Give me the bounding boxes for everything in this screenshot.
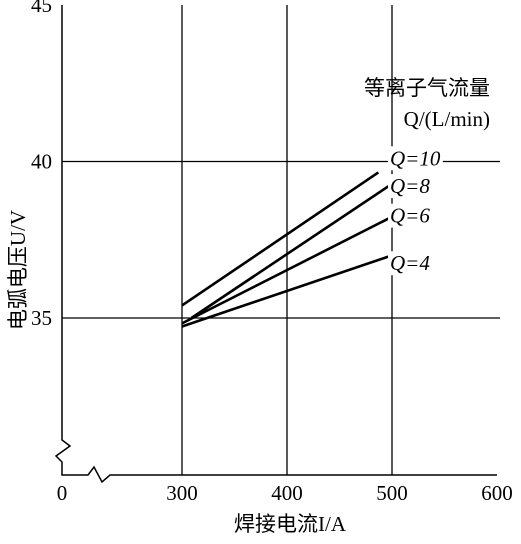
x-tick-label: 0 — [57, 481, 68, 505]
series-line — [181, 254, 393, 328]
axes — [54, 5, 497, 484]
y-tick-label: 45 — [31, 0, 52, 17]
y-axis-label: 电弧电压U/V — [6, 210, 30, 330]
legend-subtitle: Q/(L/min) — [404, 107, 490, 131]
x-tick-label: 300 — [166, 481, 198, 505]
series-line — [181, 171, 380, 307]
series-line — [190, 184, 391, 320]
y-tick-label: 40 — [31, 149, 52, 173]
x-tick-label: 600 — [481, 481, 513, 505]
label-bg — [388, 251, 433, 276]
label-bg — [388, 203, 433, 228]
series-label: Q=6 — [390, 204, 430, 228]
legend-title: 等离子气流量 — [364, 76, 490, 100]
x-tick-label: 400 — [271, 481, 303, 505]
series-label: Q=8 — [390, 174, 430, 198]
series-label: Q=10 — [390, 146, 441, 170]
series-line — [181, 216, 391, 325]
y-tick-label: 35 — [31, 306, 52, 330]
label-bg — [388, 174, 433, 199]
label-bg — [388, 146, 443, 171]
x-tick-label: 500 — [376, 481, 408, 505]
series-label: Q=4 — [390, 251, 430, 275]
x-axis-label: 焊接电流I/A — [234, 512, 347, 536]
